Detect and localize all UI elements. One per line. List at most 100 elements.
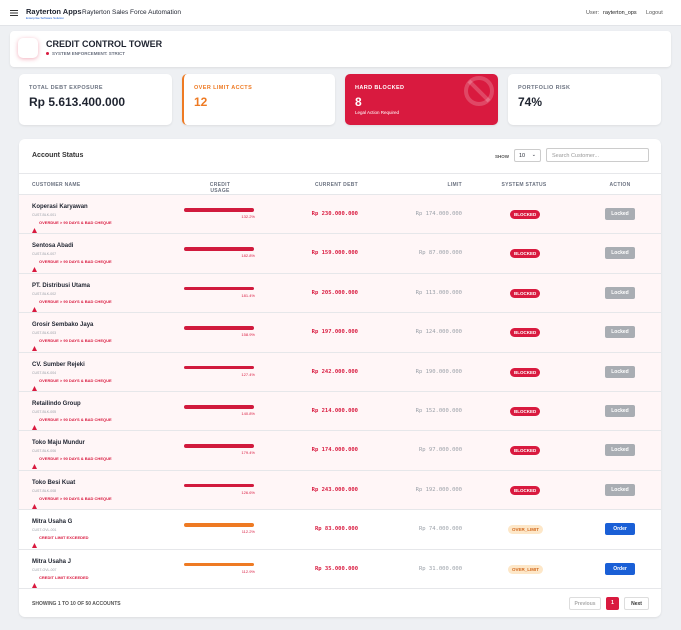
usage-label: 140.8% xyxy=(241,411,255,416)
action-button[interactable]: Order xyxy=(605,562,635,575)
action-button: Locked xyxy=(605,444,635,457)
customer-name: Koperasi Karyawan xyxy=(32,204,88,210)
alert-text: OVERDUE > 90 DAYS & BAD CHEQUE xyxy=(39,417,112,422)
stat-card: PORTFOLIO RISK 74% xyxy=(508,74,661,125)
credit-limit: Rp 31.000.000 xyxy=(418,565,462,572)
action-button: Locked xyxy=(605,365,635,378)
table-row: Sentosa Abadi CUST-BLK-007 OVERDUE > 90 DA… xyxy=(19,234,661,274)
column-header: CREDIT USAGE xyxy=(209,182,231,194)
status-badge: BLOCKED xyxy=(510,328,541,338)
status-badge: BLOCKED xyxy=(510,446,541,456)
customer-name: Toko Maju Mundur xyxy=(32,440,85,447)
stat-value: 12 xyxy=(194,95,208,109)
credit-limit: Rp 192.000.000 xyxy=(415,486,462,493)
table-row: CV. Sumber Rejeki CUST-BLK-004 OVERDUE > 9… xyxy=(19,352,661,392)
header-title: CREDIT CONTROL TOWER xyxy=(46,39,163,49)
usage-label: 179.4% xyxy=(241,450,255,456)
search-input[interactable]: Search Customer... xyxy=(546,148,649,162)
status-badge: BLOCKED xyxy=(510,210,541,219)
usage-bar xyxy=(184,326,254,330)
alert-icon xyxy=(32,535,37,549)
app-title: Rayterton Sales Force Automation xyxy=(82,9,181,16)
stat-label: PORTFOLIO RISK xyxy=(518,85,571,91)
customer-code: CUST-BLK-007 xyxy=(32,252,57,257)
pagination-button: Previous xyxy=(569,597,601,610)
credit-limit: Rp 152.000.000 xyxy=(415,408,462,414)
usage-track xyxy=(184,405,254,409)
stat-icon xyxy=(464,76,494,106)
usage-bar xyxy=(184,444,254,448)
action-button[interactable]: Order xyxy=(605,523,635,536)
customer-code: CUST-BLK-004 xyxy=(32,370,57,375)
current-debt: Rp 242.000.000 xyxy=(311,368,358,375)
stat-label: OVER LIMIT ACCTS xyxy=(194,85,253,91)
credit-limit: Rp 97.000.000 xyxy=(418,447,462,454)
table-row: Toko Maju Mundur CUST-BLK-006 OVERDUE > 90… xyxy=(19,431,661,471)
customer-code: CUST-BLK-002 xyxy=(32,291,57,296)
stat-value: Rp 5.613.400.000 xyxy=(29,95,126,109)
action-button: Locked xyxy=(605,208,635,220)
usage-bar xyxy=(184,483,254,488)
usage-bar xyxy=(184,523,254,527)
brand[interactable]: Rayterton Apps xyxy=(26,7,82,16)
alert-text: OVERDUE > 90 DAYS & BAD CHEQUE xyxy=(39,338,112,344)
table-row: Toko Besi Kuat CUST-BLK-008 OVERDUE > 90 D… xyxy=(19,470,661,511)
status-dot xyxy=(46,52,49,55)
table-row: PT. Distribusi Utama CUST-BLK-002 OVERDUE … xyxy=(19,273,661,314)
table-header: CUSTOMER NAME CREDIT USAGE CURRENT DEBT LIM… xyxy=(19,173,661,195)
account-table: Account Status SHOW 10 ⌄ Search Customer.… xyxy=(19,139,661,617)
action-button: Locked xyxy=(605,405,635,417)
credit-limit: Rp 190.000.000 xyxy=(415,368,462,375)
usage-label: 181.4% xyxy=(241,292,255,298)
logout[interactable]: Logout xyxy=(646,10,663,16)
footer-summary: SHOWING 1 TO 10 OF 50 ACCOUNTS xyxy=(32,601,121,607)
alert-text: OVERDUE > 90 DAYS & BAD CHEQUE xyxy=(39,259,112,265)
action-button: Locked xyxy=(605,286,635,299)
alert-text: CREDIT LIMIT EXCEEDED xyxy=(39,535,89,541)
usage-track xyxy=(184,326,254,330)
alert-icon xyxy=(32,496,37,509)
alert-text: OVERDUE > 90 DAYS & BAD CHEQUE xyxy=(39,495,112,501)
usage-track xyxy=(184,247,254,251)
usage-track xyxy=(184,483,254,488)
customer-name: Mitra Usaha G xyxy=(32,519,73,526)
table-row: Grosir Sembako Jaya CUST-BLK-003 OVERDUE >… xyxy=(19,313,661,353)
column-header: CURRENT DEBT xyxy=(314,182,358,188)
usage-bar xyxy=(184,365,254,370)
customer-name: Toko Besi Kuat xyxy=(32,479,76,486)
usage-track xyxy=(184,208,254,212)
customer-code: CUST-BLK-001 xyxy=(32,213,57,217)
usage-label: 112.9% xyxy=(241,568,255,574)
menu-icon[interactable] xyxy=(10,10,18,16)
current-debt: Rp 159.000.000 xyxy=(311,250,358,257)
current-debt: Rp 197.000.000 xyxy=(311,329,358,336)
usage-bar xyxy=(184,286,254,291)
table-row: Retailindo Group CUST-BLK-005 OVERDUE > 90… xyxy=(19,392,661,432)
pagination-button[interactable]: Next xyxy=(624,597,649,610)
alert-icon xyxy=(32,220,37,233)
pagination-button[interactable]: 1 xyxy=(606,597,619,610)
alert-icon xyxy=(32,259,37,273)
page-size-select[interactable]: 10 ⌄ xyxy=(514,149,541,162)
customer-name: Mitra Usaha J xyxy=(32,558,72,565)
customer-code: CUST-BLK-005 xyxy=(32,410,57,414)
stat-card: HARD BLOCKED 8 Legal Action Required xyxy=(345,74,498,125)
stat-card: TOTAL DEBT EXPOSURE Rp 5.613.400.000 xyxy=(19,74,172,125)
usage-label: 127.4% xyxy=(241,371,255,377)
action-button: Locked xyxy=(605,483,635,496)
status-badge: BLOCKED xyxy=(510,288,541,298)
user-label: User: xyxy=(586,10,600,16)
stat-label: HARD BLOCKED xyxy=(355,85,405,91)
credit-limit: Rp 174.000.000 xyxy=(415,211,462,217)
status-badge: BLOCKED xyxy=(510,249,541,259)
usage-label: 132.2% xyxy=(241,214,255,219)
header-logo xyxy=(18,38,38,58)
current-debt: Rp 35.000.000 xyxy=(314,565,358,572)
usage-track xyxy=(184,444,254,448)
customer-name: Retailindo Group xyxy=(32,401,81,407)
status-badge: BLOCKED xyxy=(510,485,541,495)
customer-code: CUST-OVL-007 xyxy=(32,567,57,572)
status-badge: BLOCKED xyxy=(510,407,541,416)
usage-track xyxy=(184,523,254,527)
navbar: Rayterton Apps Enterprise Software Solut… xyxy=(0,0,681,26)
